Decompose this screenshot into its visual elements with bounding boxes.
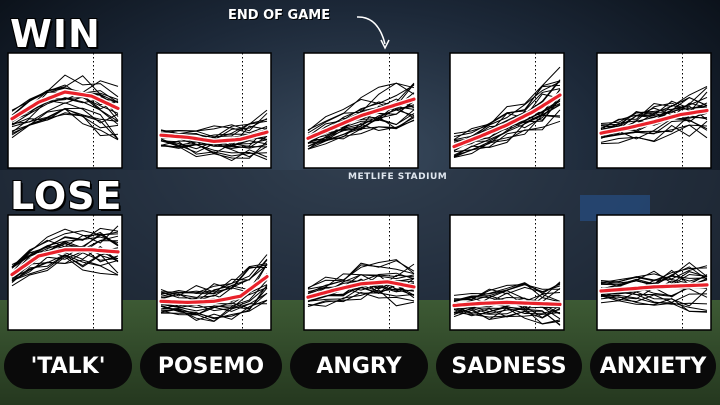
- chart-panels: [7, 52, 712, 331]
- trace-line: [600, 265, 708, 284]
- trace-line: [600, 124, 708, 145]
- trace-line: [453, 283, 561, 301]
- trace-line: [160, 254, 268, 294]
- trace-line: [600, 112, 708, 136]
- trace-line: [160, 299, 268, 321]
- trace-line: [11, 225, 119, 269]
- trace-line: [453, 307, 561, 321]
- trace-line: [307, 112, 415, 144]
- trace-line: [453, 281, 561, 299]
- trace-line: [160, 273, 268, 312]
- mean-line: [306, 280, 416, 299]
- trace-line: [160, 141, 268, 159]
- trace-line: [160, 266, 268, 297]
- trace-line: [453, 307, 561, 319]
- category-pill-posemo: POSEMO: [140, 343, 282, 389]
- trace-line: [160, 284, 268, 319]
- panel-frame: [156, 52, 272, 169]
- mean-line: [159, 275, 269, 305]
- trace-line: [307, 263, 415, 293]
- trace-line: [160, 299, 268, 320]
- trace-line: [600, 85, 708, 130]
- trace-line: [307, 260, 415, 290]
- mean-line: [599, 283, 709, 293]
- trace-line: [307, 259, 415, 289]
- mean-line: [452, 300, 562, 308]
- category-pill-anxiety: ANXIETY: [590, 343, 716, 389]
- trace-line: [600, 270, 708, 287]
- category-pill-sadness: SADNESS: [436, 343, 582, 389]
- trace-line: [11, 252, 119, 279]
- trace-line: [600, 119, 708, 139]
- stadium-sign: METLIFE STADIUM: [348, 172, 448, 182]
- panel-win-3: [449, 52, 565, 169]
- panel-lose-3: [449, 214, 565, 331]
- trace-line: [453, 84, 561, 140]
- panel-lose-1: [156, 214, 272, 331]
- trace-line: [160, 125, 268, 134]
- trace-line: [600, 120, 708, 143]
- trace-line: [453, 109, 561, 158]
- end-of-game-arrow-icon: [356, 16, 390, 50]
- panel-frame: [303, 214, 419, 331]
- trace-line: [11, 231, 119, 273]
- trace-line: [453, 120, 561, 158]
- trace-line: [307, 289, 415, 307]
- panel-win-0: [7, 52, 123, 169]
- category-pill-talk: 'TALK': [4, 343, 132, 389]
- panel-win-4: [596, 52, 712, 169]
- trace-line: [600, 289, 708, 307]
- trace-line: [160, 263, 268, 297]
- category-pill-angry: ANGRY: [290, 343, 428, 389]
- trace-line: [600, 100, 708, 131]
- trace-line: [11, 74, 119, 112]
- trace-line: [307, 84, 415, 132]
- trace-line: [307, 120, 415, 150]
- panel-lose-0: [7, 214, 123, 331]
- trace-line: [307, 264, 415, 289]
- end-of-game-annotation: END OF GAME: [228, 8, 331, 23]
- trace-line: [160, 135, 268, 149]
- row-label-lose: LOSE: [10, 174, 123, 218]
- mean-line: [306, 97, 416, 140]
- mean-line: [10, 90, 120, 121]
- trace-line: [11, 75, 119, 111]
- mean-line: [599, 108, 709, 135]
- trace-line: [307, 286, 415, 307]
- mean-line: [10, 248, 120, 277]
- trace-line: [453, 66, 561, 135]
- trace-line: [307, 274, 415, 298]
- trace-line: [600, 87, 708, 126]
- panel-win-2: [303, 52, 419, 169]
- trace-line: [160, 140, 268, 157]
- trace-line: [453, 304, 561, 319]
- panel-lose-2: [303, 214, 419, 331]
- trace-line: [11, 108, 119, 132]
- trace-line: [453, 98, 561, 149]
- trace-line: [453, 114, 561, 156]
- trace-line: [307, 82, 415, 131]
- panel-frame: [449, 52, 565, 169]
- trace-line: [160, 144, 268, 161]
- trace-line: [600, 96, 708, 124]
- trace-line: [600, 294, 708, 311]
- trace-line: [307, 291, 415, 307]
- mean-line: [159, 130, 269, 144]
- mean-line: [452, 93, 562, 149]
- panel-lose-4: [596, 214, 712, 331]
- trace-line: [11, 102, 119, 124]
- trace-line: [600, 296, 708, 313]
- panel-win-1: [156, 52, 272, 169]
- row-label-win: WIN: [10, 12, 101, 56]
- trace-line: [11, 112, 119, 140]
- trace-line: [160, 264, 268, 299]
- trace-line: [600, 267, 708, 284]
